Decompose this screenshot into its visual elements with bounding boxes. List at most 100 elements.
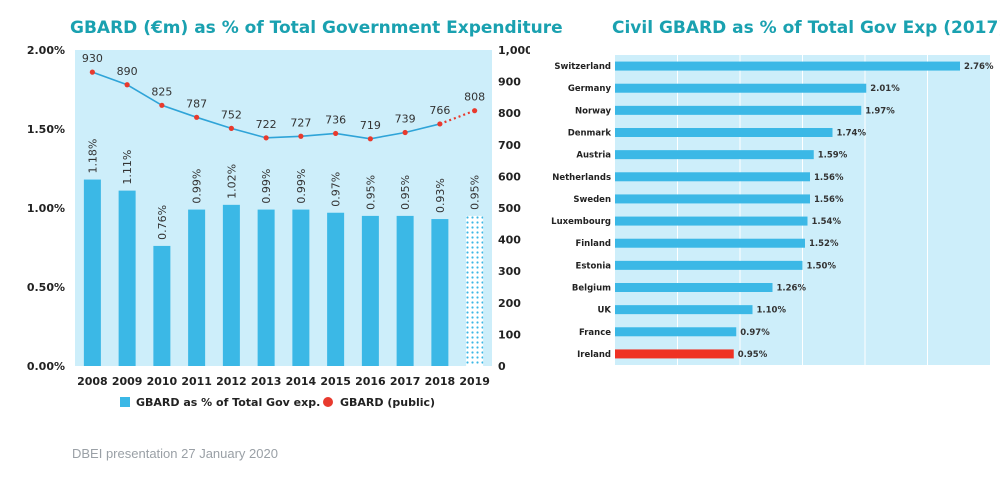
bar-2018 — [431, 219, 449, 366]
bar-germany — [615, 83, 867, 93]
x-tick-label-2018: 2018 — [425, 375, 456, 388]
gbard-point-2017 — [402, 129, 408, 136]
country-label-germany: Germany — [568, 84, 612, 94]
value-label-austria: 1.59% — [818, 151, 848, 161]
value-label-uk: 1.10% — [757, 306, 787, 316]
value-label-denmark: 1.74% — [837, 129, 867, 139]
bar-label-2013: 0.99% — [260, 169, 273, 204]
value-label-finland: 1.52% — [809, 239, 839, 249]
gbard-label-2015: 736 — [325, 113, 346, 126]
gbard-label-2012: 752 — [221, 108, 242, 121]
left-axis-tick-label: 1.50% — [27, 123, 65, 136]
value-label-france: 0.97% — [740, 328, 770, 338]
footer-note: DBEI presentation 27 January 2020 — [72, 446, 278, 461]
country-label-sweden: Sweden — [573, 195, 611, 205]
legend-line-label: GBARD (public) — [340, 396, 435, 409]
country-label-norway: Norway — [575, 106, 611, 116]
legend-bar-label: GBARD as % of Total Gov exp. — [136, 396, 320, 409]
country-label-denmark: Denmark — [568, 129, 612, 139]
bar-uk — [615, 305, 753, 315]
value-label-norway: 1.97% — [865, 106, 895, 116]
plot-area — [75, 50, 492, 366]
bar-netherlands — [615, 172, 810, 182]
gbard-label-2019: 808 — [464, 91, 485, 104]
bar-label-2019: 0.95% — [469, 175, 482, 210]
bar-2014 — [292, 209, 310, 366]
country-label-finland: Finland — [575, 239, 611, 249]
gbard-point-2015 — [333, 130, 339, 137]
value-label-luxembourg: 1.54% — [812, 217, 842, 227]
x-tick-label-2014: 2014 — [286, 375, 317, 388]
country-label-luxembourg: Luxembourg — [551, 217, 611, 227]
x-tick-label-2012: 2012 — [216, 375, 247, 388]
x-tick-label-2009: 2009 — [112, 375, 143, 388]
bar-label-2014: 0.99% — [295, 169, 308, 204]
bar-luxembourg — [615, 216, 808, 226]
bar-2016 — [361, 215, 379, 366]
right-axis-tick-label: 0 — [498, 360, 506, 373]
gbard-point-2010 — [159, 102, 165, 108]
right-axis-tick-label: 300 — [498, 265, 521, 278]
country-label-france: France — [579, 328, 611, 338]
gbard-point-2018 — [437, 121, 443, 127]
x-tick-label-2010: 2010 — [147, 375, 178, 388]
right-axis-tick-label: 900 — [498, 76, 521, 89]
bar-estonia — [615, 260, 803, 270]
x-tick-label-2008: 2008 — [77, 375, 108, 388]
value-label-ireland: 0.95% — [738, 350, 768, 360]
x-tick-label-2013: 2013 — [251, 375, 282, 388]
bar-label-2008: 1.18% — [86, 139, 99, 174]
gbard-label-2008: 930 — [82, 52, 103, 65]
bar-2010 — [153, 245, 171, 366]
value-label-belgium: 1.26% — [777, 284, 807, 294]
bar-2013 — [257, 209, 275, 366]
country-label-ireland: Ireland — [577, 350, 611, 360]
gbard-label-2013: 722 — [256, 118, 277, 131]
bar-label-2012: 1.02% — [225, 164, 238, 199]
gbard-point-2013 — [263, 135, 269, 141]
country-label-belgium: Belgium — [572, 284, 611, 294]
gbard-label-2016: 719 — [360, 119, 381, 132]
left-chart: 0.00% 0.50% 1.00% 1.50% 2.00% 0 100 200 300 400 50… — [27, 44, 530, 409]
bar-label-2009: 1.11% — [121, 150, 134, 185]
right-axis-tick-label: 1,000 — [498, 44, 530, 57]
bar-finland — [615, 238, 805, 248]
gbard-point-2012 — [228, 125, 234, 131]
bar-2017 — [396, 215, 414, 366]
bar-label-2015: 0.97% — [330, 172, 343, 207]
right-chart-title: Civil GBARD as % of Total Gov Exp (2017) — [612, 18, 1000, 38]
x-tick-label-2017: 2017 — [390, 375, 421, 388]
gbard-label-2010: 825 — [151, 85, 172, 98]
right-chart: Switzerland 2.76% Germany 2.01% Norway 1.97% D… — [551, 55, 994, 365]
right-axis-tick-label: 200 — [498, 297, 521, 310]
left-axis-tick-label: 2.00% — [27, 44, 65, 57]
value-label-estonia: 1.50% — [807, 261, 837, 271]
bar-france — [615, 327, 737, 337]
x-tick-label-2019: 2019 — [459, 375, 490, 388]
gbard-label-2009: 890 — [117, 65, 138, 78]
right-axis-tick-label: 400 — [498, 234, 521, 247]
gbard-point-2008 — [89, 69, 95, 75]
x-tick-label-2015: 2015 — [320, 375, 351, 388]
bar-2011 — [188, 209, 206, 366]
gbard-label-2017: 739 — [395, 112, 416, 125]
value-label-germany: 2.01% — [870, 84, 900, 94]
country-label-austria: Austria — [576, 151, 611, 161]
right-axis-tick-label: 100 — [498, 328, 521, 341]
bar-label-2011: 0.99% — [191, 169, 204, 204]
gbard-label-2014: 727 — [290, 116, 311, 129]
x-tick-label-2011: 2011 — [181, 375, 212, 388]
left-axis-tick-label: 1.00% — [27, 202, 65, 215]
bar-label-2017: 0.95% — [399, 175, 412, 210]
bar-label-2010: 0.76% — [156, 205, 169, 240]
bar-2009 — [118, 190, 136, 366]
gbard-point-2016 — [367, 136, 373, 142]
bar-label-2018: 0.93% — [434, 178, 447, 213]
bar-switzerland — [615, 61, 960, 71]
bar-2019 — [466, 215, 484, 366]
left-chart-title: GBARD (€m) as % of Total Government Expe… — [70, 18, 563, 38]
bar-denmark — [615, 128, 833, 137]
gbard-label-2011: 787 — [186, 97, 207, 110]
right-axis-tick-label: 700 — [498, 139, 521, 152]
right-axis-tick-label: 800 — [498, 107, 521, 120]
